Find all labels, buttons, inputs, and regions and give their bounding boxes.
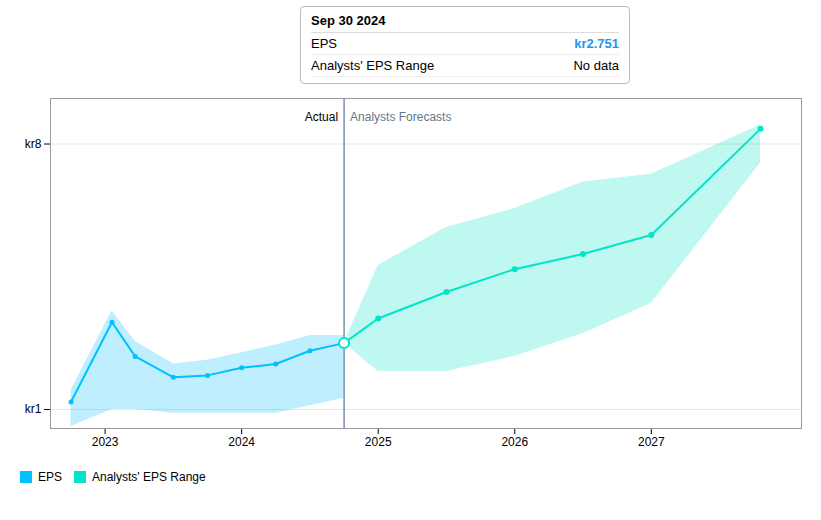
html-text:kr2.751: kr2.751: [574, 36, 619, 51]
svg-text:2027: 2027: [638, 435, 665, 449]
html-text:EPS: EPS: [311, 36, 337, 51]
svg-text:2026: 2026: [501, 435, 528, 449]
html-text:Analysts' EPS Range: Analysts' EPS Range: [311, 58, 435, 73]
html-text:Sep 30 2024: Sep 30 2024: [311, 13, 386, 28]
svg-text:2025: 2025: [365, 435, 392, 449]
svg-text:2024: 2024: [228, 435, 255, 449]
html-text:No data: No data: [573, 58, 619, 73]
svg-text:kr1: kr1: [25, 402, 42, 416]
html-text:EPS: EPS: [38, 469, 62, 484]
svg-text:Actual: Actual: [305, 110, 338, 124]
svg-text:kr8: kr8: [25, 137, 42, 151]
svg-text:Analysts Forecasts: Analysts Forecasts: [350, 110, 451, 124]
html-text:Analysts' EPS Range: Analysts' EPS Range: [92, 469, 206, 484]
svg-text:2023: 2023: [92, 435, 119, 449]
